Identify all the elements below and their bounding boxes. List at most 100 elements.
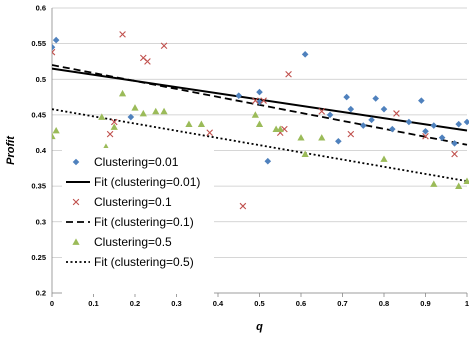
data-point-triangle [131, 104, 139, 111]
data-point-x-stroke [140, 54, 147, 62]
data-point-x-stroke [119, 31, 126, 38]
data-point-x-stroke [239, 202, 247, 210]
legend-key-marker [72, 238, 80, 245]
data-point-triangle [110, 123, 118, 130]
y-tick-label: 0.55 [31, 39, 46, 48]
data-point-x-stroke [422, 132, 429, 140]
x-tick-label: 0.5 [254, 299, 264, 308]
data-point-x-stroke [285, 70, 292, 78]
legend-label: Fit (clustering=0.01) [94, 175, 200, 189]
y-tick-label: 0.5 [36, 75, 46, 84]
data-point-triangle [318, 134, 326, 141]
data-point-triangle [52, 126, 60, 134]
data-point-triangle [463, 177, 469, 185]
data-point-triangle [152, 107, 160, 115]
data-point-x [260, 97, 267, 104]
data-point-diamond [389, 125, 396, 133]
y-tick-label: 0.3 [36, 217, 46, 226]
data-point-diamond [343, 93, 350, 101]
data-point-x-stroke [347, 130, 355, 138]
data-point-x-stroke [318, 108, 326, 115]
data-point-triangle [197, 120, 205, 128]
data-point-diamond [52, 36, 60, 44]
data-point-x-stroke [206, 129, 213, 136]
data-point-x [252, 97, 259, 104]
data-point-diamond [368, 116, 375, 124]
data-point-triangle [276, 125, 284, 133]
data-point-triangle [251, 111, 259, 118]
x-axis-title: q [256, 321, 263, 333]
data-point-x [106, 130, 114, 138]
data-point-triangle [430, 180, 438, 187]
data-point-triangle [160, 107, 168, 115]
data-point-triangle [118, 89, 127, 97]
data-point-x-stroke [451, 150, 458, 158]
data-point-triangle [185, 120, 193, 128]
data-point-triangle [301, 150, 309, 157]
data-point-diamond [405, 118, 413, 126]
data-point-diamond [380, 105, 388, 113]
data-point-x-stroke [393, 110, 400, 117]
data-point-triangle [297, 134, 305, 141]
data-point-diamond [347, 105, 355, 113]
data-point-x-stroke [160, 42, 168, 50]
y-tick-label: 0.45 [31, 110, 46, 119]
data-point-x [347, 130, 355, 138]
data-point-diamond [335, 137, 342, 145]
x-tick-label: 0 [50, 299, 54, 308]
data-point-diamond [301, 51, 309, 58]
data-point-x-stroke [110, 118, 118, 126]
legend-label: Fit (clustering=0.1) [94, 215, 194, 229]
data-point-triangle [139, 109, 147, 117]
legend-key-marker [72, 198, 80, 206]
data-point-triangle [98, 113, 106, 120]
data-point-triangle [455, 182, 463, 190]
data-point-x [144, 58, 151, 65]
x-tick-label: 0.9 [420, 299, 430, 308]
data-point-x-stroke [260, 97, 267, 104]
data-point-x [52, 48, 56, 56]
data-point-x-stroke [106, 130, 114, 138]
x-tick-label: 0.6 [296, 299, 306, 308]
y-tick-label: 0.25 [31, 253, 46, 262]
data-point-triangle [255, 120, 264, 128]
legend-box [62, 148, 214, 294]
data-point-diamond [264, 157, 272, 165]
data-point-x [160, 42, 168, 50]
legend-label: Clustering=0.5 [94, 235, 172, 249]
data-point-x [393, 110, 400, 117]
data-point-diamond [359, 122, 367, 129]
x-tick-label: 0.1 [88, 299, 98, 308]
tick-labels: 0.2 0.25 0.3 0.35 0.4 0.45 0.5 0.55 0.6 0 0.1 0.2 0.… [31, 4, 469, 308]
y-tick-label: 0.35 [31, 182, 46, 191]
x-tick-label: 0.3 [171, 299, 181, 308]
data-point-diamond [451, 140, 458, 147]
y-tick-label: 0.2 [36, 289, 46, 298]
legend-label: Clustering=0.1 [94, 195, 172, 209]
data-point-x [239, 202, 247, 210]
data-point-x-stroke [52, 51, 56, 56]
x-tick-label: 0.2 [130, 299, 140, 308]
y-tick-label: 0.6 [36, 4, 46, 13]
legend: Clustering=0.01 Fit (clustering=0.01) Clus… [62, 148, 214, 294]
data-points [52, 31, 469, 210]
data-point-diamond [256, 88, 263, 96]
data-point-x-stroke [252, 97, 259, 104]
data-point-x-stroke [52, 48, 56, 53]
x-tick-label: 0.4 [213, 299, 224, 308]
data-point-diamond [422, 127, 429, 135]
data-point-diamond [455, 120, 462, 128]
x-tick-label: 1 [465, 299, 469, 308]
data-point-x [206, 129, 213, 136]
data-point-diamond [235, 92, 243, 99]
data-point-diamond [372, 95, 379, 102]
legend-key-marker [72, 158, 80, 166]
data-point-x [110, 118, 118, 126]
legend-label: Fit (clustering=0.5) [94, 255, 194, 269]
data-point-diamond [463, 118, 469, 126]
data-point-triangle [52, 132, 56, 140]
data-point-x [119, 31, 126, 38]
data-point-x [451, 150, 458, 158]
y-axis-title: Profit [5, 135, 17, 165]
